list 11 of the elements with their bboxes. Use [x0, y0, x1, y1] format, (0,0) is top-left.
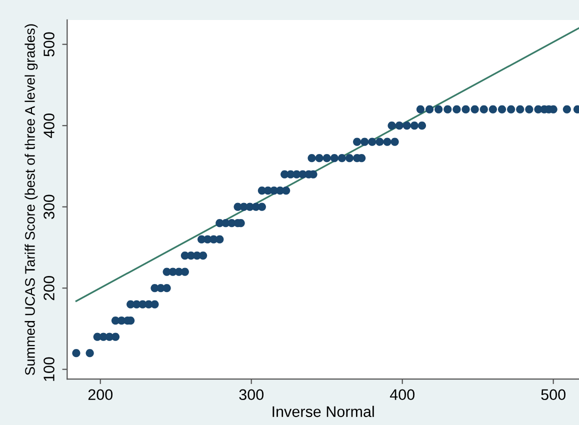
y-tick-label: 400 [44, 113, 54, 138]
y-axis-title: Summed UCAS Tariff Score (best of three A level grades) [24, 24, 38, 376]
y-tick-label: 100 [44, 357, 54, 381]
y-tick-label: 200 [44, 276, 54, 300]
x-tick-label: 400 [390, 389, 414, 400]
x-tick-label: 300 [239, 389, 264, 400]
y-tick-label: 500 [44, 32, 54, 56]
x-tick-label: 500 [541, 389, 566, 400]
x-axis-title: Inverse Normal [272, 406, 374, 418]
y-tick-label: 300 [44, 194, 54, 220]
x-tick-label: 200 [88, 389, 113, 400]
